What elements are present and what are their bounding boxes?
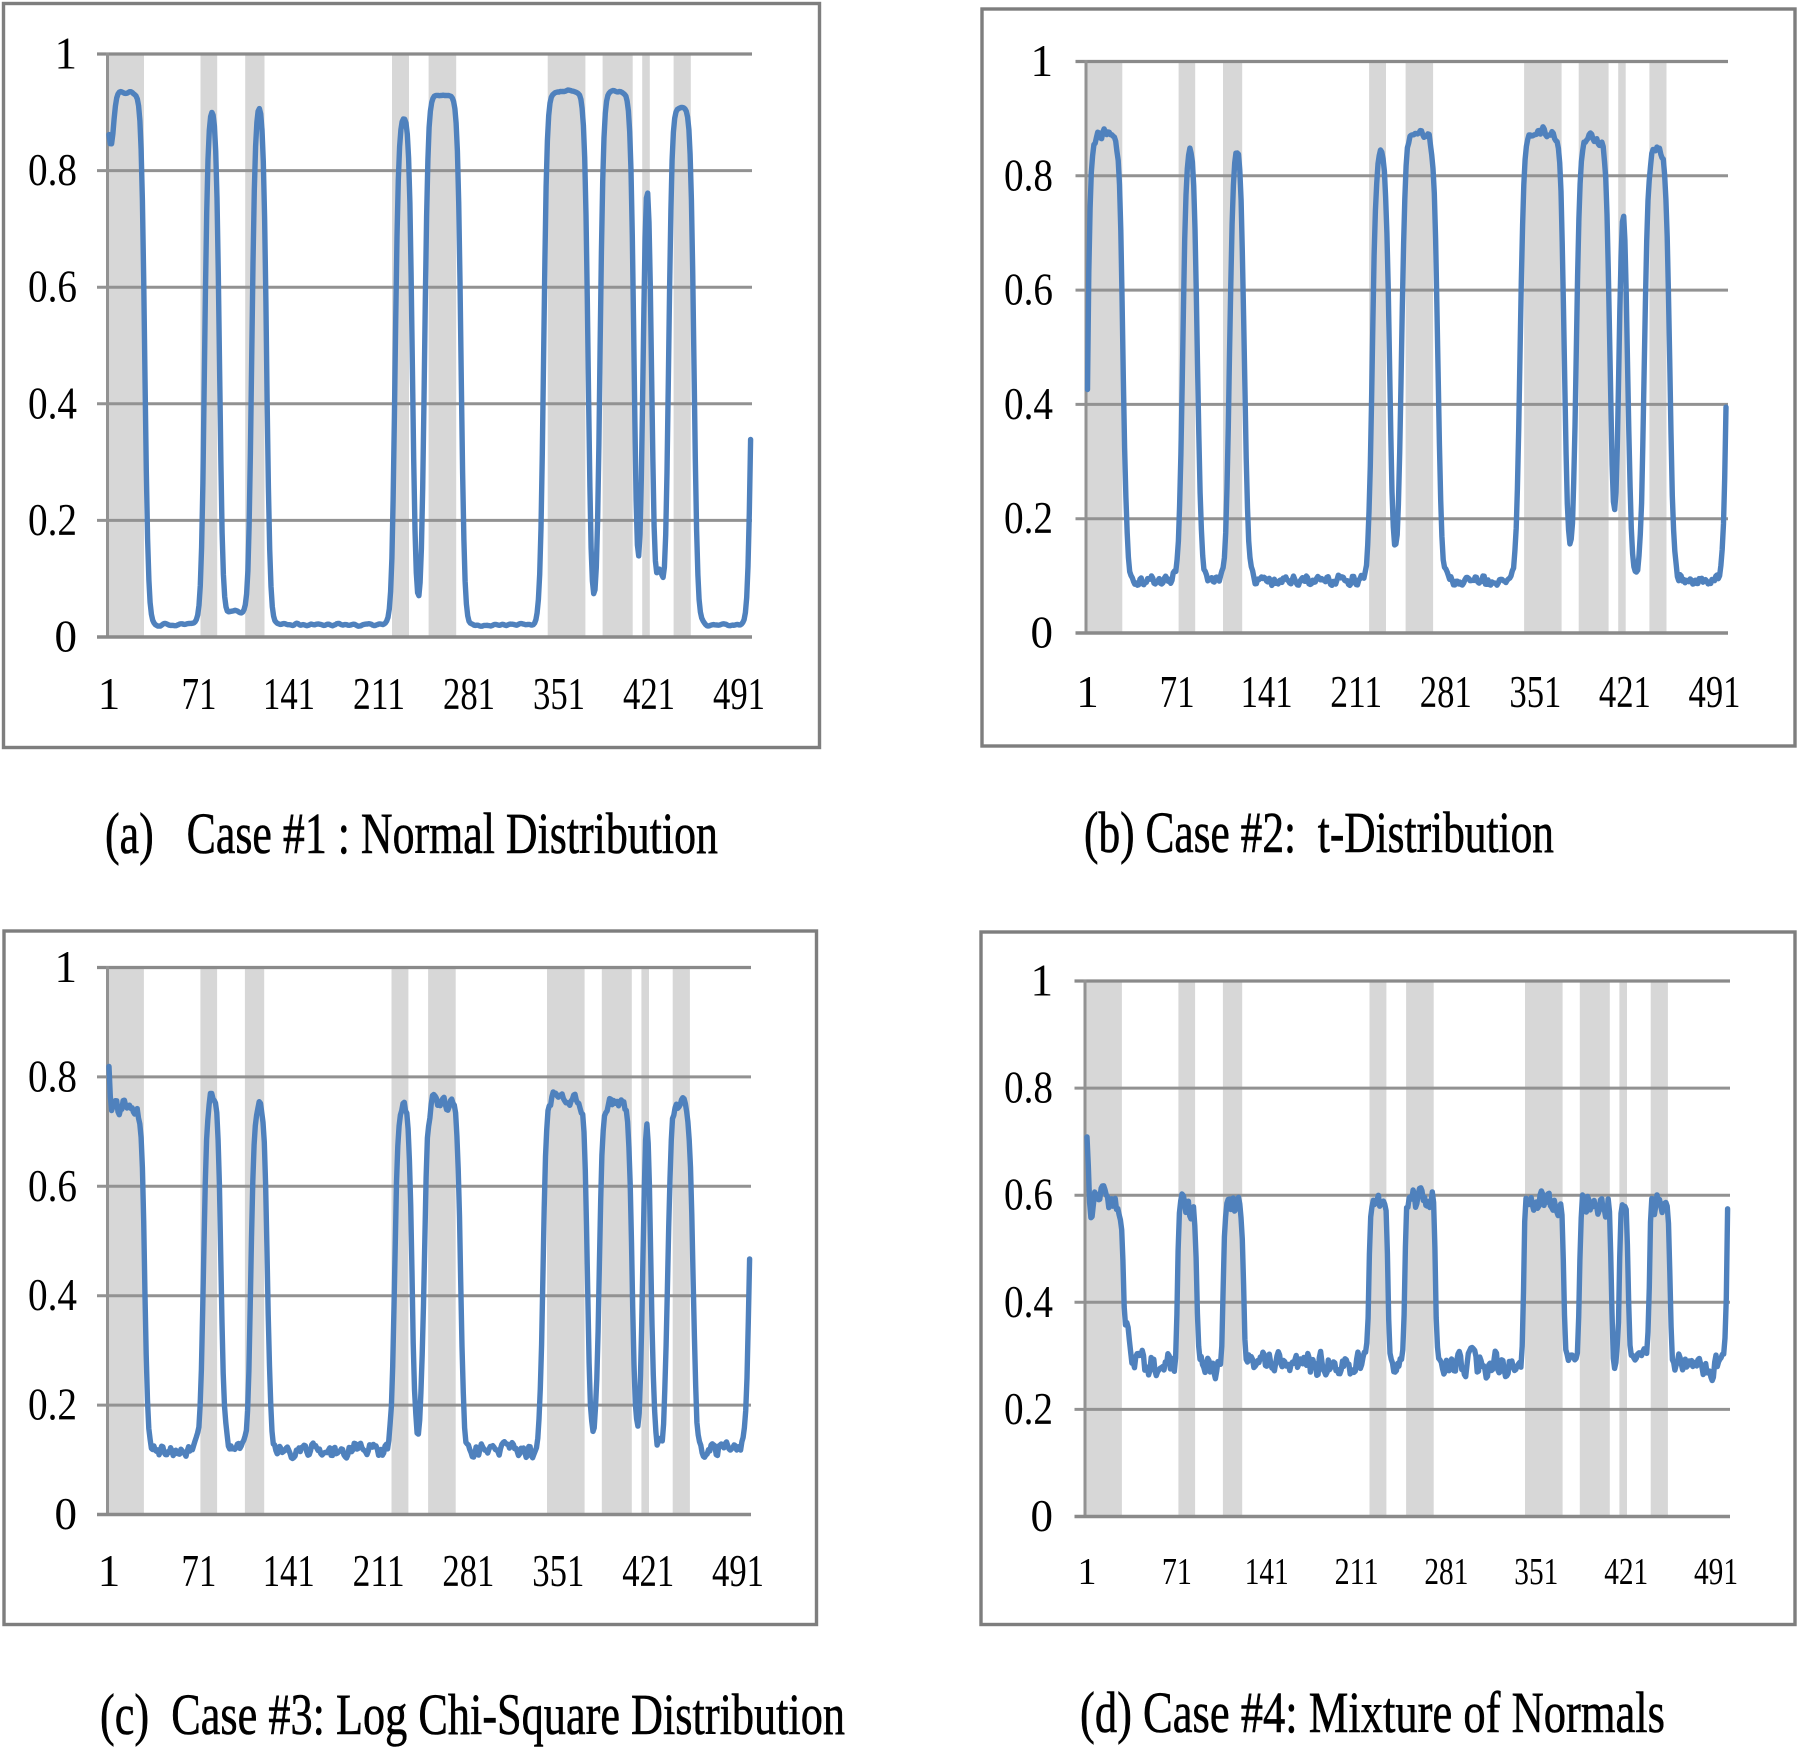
svg-text:0.6: 0.6 <box>28 262 77 312</box>
svg-text:351: 351 <box>1509 667 1561 717</box>
svg-text:211: 211 <box>353 669 405 719</box>
svg-text:0.2: 0.2 <box>1004 493 1053 543</box>
svg-text:281: 281 <box>442 1546 494 1596</box>
svg-text:0.4: 0.4 <box>1004 1277 1053 1327</box>
svg-text:0.6: 0.6 <box>28 1161 77 1211</box>
svg-text:281: 281 <box>1420 667 1472 717</box>
svg-text:1: 1 <box>1031 36 1054 86</box>
svg-text:1: 1 <box>98 1546 121 1596</box>
svg-text:0.6: 0.6 <box>1004 1170 1053 1220</box>
svg-text:1: 1 <box>55 29 78 79</box>
svg-text:141: 141 <box>263 1546 315 1596</box>
svg-text:0.8: 0.8 <box>28 145 77 195</box>
svg-text:0.2: 0.2 <box>28 495 77 545</box>
svg-text:71: 71 <box>181 1546 216 1596</box>
svg-text:0.2: 0.2 <box>1004 1384 1053 1434</box>
svg-text:(b) Case #2: t-Distribution: (b) Case #2: t-Distribution <box>1084 800 1554 865</box>
svg-text:281: 281 <box>443 669 495 719</box>
svg-text:211: 211 <box>1330 667 1382 717</box>
svg-text:141: 141 <box>1241 667 1293 717</box>
svg-text:(a) Case #1 : Normal Distrib: (a) Case #1 : Normal Distribution <box>105 801 718 866</box>
svg-text:0.4: 0.4 <box>28 1270 77 1320</box>
svg-text:141: 141 <box>263 669 315 719</box>
svg-text:1: 1 <box>1076 667 1099 717</box>
svg-text:1: 1 <box>1078 1551 1097 1593</box>
svg-text:211: 211 <box>353 1546 405 1596</box>
svg-text:0: 0 <box>55 612 78 662</box>
svg-text:0.4: 0.4 <box>28 378 77 428</box>
svg-text:0.8: 0.8 <box>28 1051 77 1101</box>
svg-text:71: 71 <box>1162 1551 1192 1593</box>
svg-text:0.2: 0.2 <box>28 1380 77 1430</box>
svg-text:0.6: 0.6 <box>1004 265 1053 315</box>
svg-text:0.8: 0.8 <box>1004 1063 1053 1113</box>
svg-text:141: 141 <box>1245 1551 1289 1593</box>
svg-text:71: 71 <box>182 669 217 719</box>
svg-text:(d) Case #4: Mixture of Normal: (d) Case #4: Mixture of Normals <box>1080 1680 1665 1745</box>
svg-text:351: 351 <box>532 1546 584 1596</box>
svg-text:351: 351 <box>1514 1551 1558 1593</box>
svg-text:1: 1 <box>1031 956 1054 1006</box>
svg-text:1: 1 <box>55 942 78 992</box>
svg-text:421: 421 <box>1599 667 1651 717</box>
svg-text:0: 0 <box>1031 608 1054 658</box>
svg-text:211: 211 <box>1335 1551 1379 1593</box>
svg-text:281: 281 <box>1424 1551 1468 1593</box>
svg-text:421: 421 <box>622 1546 674 1596</box>
svg-text:351: 351 <box>533 669 585 719</box>
svg-text:491: 491 <box>713 669 765 719</box>
svg-text:491: 491 <box>1694 1551 1738 1593</box>
svg-text:0: 0 <box>1031 1491 1054 1541</box>
svg-text:0: 0 <box>55 1489 78 1539</box>
svg-text:(c) Case #3: Log Chi-Square D: (c) Case #3: Log Chi-Square Distribution <box>100 1682 845 1747</box>
svg-text:0.4: 0.4 <box>1004 379 1053 429</box>
svg-text:491: 491 <box>1689 667 1741 717</box>
svg-text:71: 71 <box>1160 667 1195 717</box>
svg-text:491: 491 <box>712 1546 764 1596</box>
svg-text:0.8: 0.8 <box>1004 150 1053 200</box>
svg-text:1: 1 <box>98 669 121 719</box>
svg-text:421: 421 <box>623 669 675 719</box>
svg-text:421: 421 <box>1604 1551 1648 1593</box>
